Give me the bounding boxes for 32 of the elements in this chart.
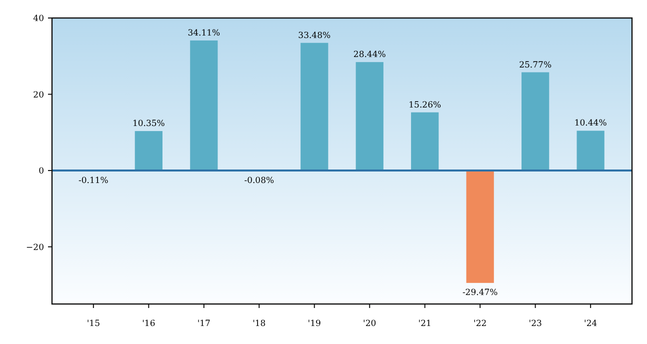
bar: [190, 40, 218, 171]
x-tick-label: '21: [418, 319, 432, 329]
data-label: -0.11%: [78, 176, 108, 186]
bar: [522, 72, 550, 171]
x-tick-label: '15: [86, 319, 100, 329]
x-tick-label: '23: [528, 319, 542, 329]
data-label: 34.11%: [188, 28, 220, 38]
bar: [300, 42, 328, 171]
bar: [411, 112, 439, 171]
bar: [356, 62, 384, 171]
bar: [466, 170, 494, 283]
data-label: 10.35%: [132, 119, 165, 130]
data-label: -0.08%: [244, 176, 274, 186]
y-tick-label: 0: [38, 166, 44, 177]
x-tick-label: '20: [363, 319, 376, 329]
bar: [134, 131, 162, 171]
data-label: 10.44%: [574, 118, 607, 129]
x-tick-label: '19: [308, 319, 321, 329]
y-tick-label: 40: [33, 14, 44, 24]
data-label: 28.44%: [353, 50, 386, 60]
x-tick-label: '18: [252, 319, 266, 329]
x-tick-label: '17: [197, 319, 210, 329]
bar: [576, 130, 604, 171]
y-tick-label: 20: [33, 90, 44, 100]
x-tick-label: '16: [142, 319, 156, 329]
y-tick-label: −20: [26, 242, 44, 253]
data-label: 25.77%: [519, 60, 552, 70]
data-label: -29.47%: [462, 288, 498, 298]
data-label: 33.48%: [298, 30, 331, 41]
x-tick-label: '24: [584, 319, 598, 329]
data-label: 15.26%: [408, 100, 442, 110]
x-tick-label: '22: [474, 319, 487, 329]
